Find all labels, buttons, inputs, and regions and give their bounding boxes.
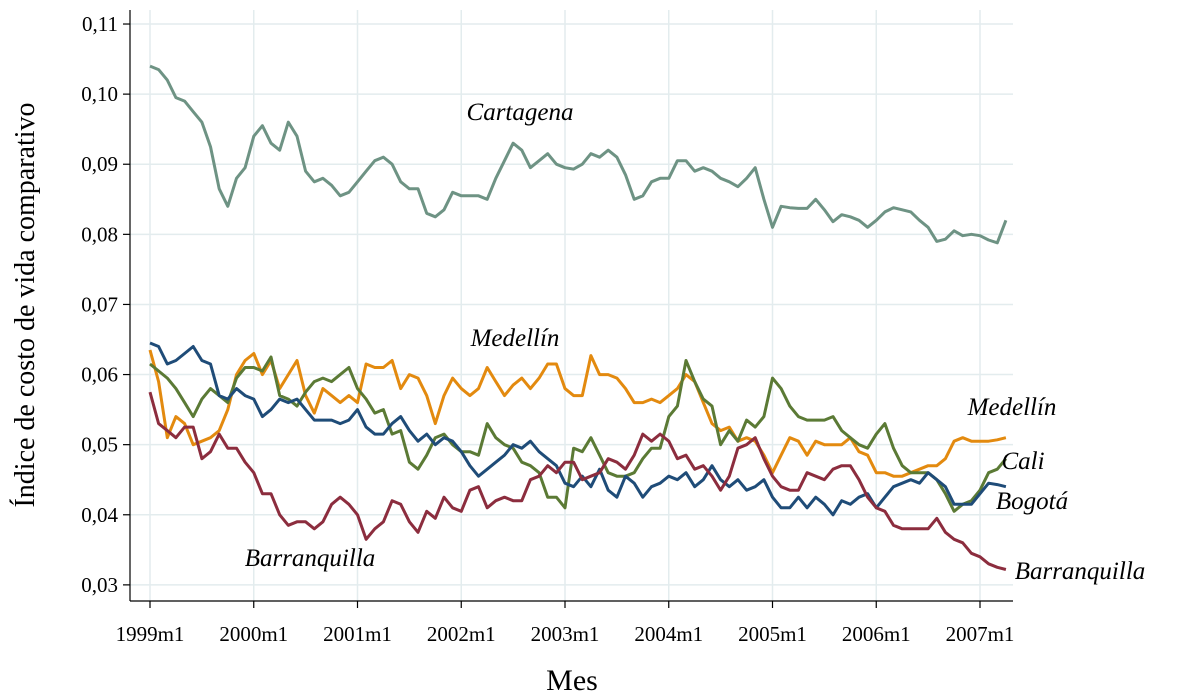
y-tick-label: 0,06 bbox=[81, 363, 118, 387]
series-line bbox=[148, 391, 1007, 571]
annotation: Medellín bbox=[470, 325, 560, 352]
series-line bbox=[148, 349, 1007, 478]
annotation: Medellín bbox=[967, 394, 1057, 421]
y-tick-label: 0,11 bbox=[82, 12, 118, 36]
y-tick-label: 0,04 bbox=[81, 503, 118, 527]
series-line bbox=[149, 64, 1008, 245]
x-tick-label: 2001m1 bbox=[323, 622, 392, 646]
annotation: Cali bbox=[1001, 448, 1044, 475]
y-axis-title: Índice de costo de vida comparativo bbox=[10, 102, 41, 507]
annotation: Bogotá bbox=[996, 488, 1068, 515]
y-tick-label: 0,03 bbox=[81, 573, 118, 597]
x-tick-label: 2000m1 bbox=[219, 622, 288, 646]
series-line bbox=[149, 355, 1008, 513]
x-tick-label: 2005m1 bbox=[738, 622, 807, 646]
series-line bbox=[149, 341, 1007, 517]
y-tick-label: 0,09 bbox=[81, 152, 118, 176]
y-tick-label: 0,07 bbox=[81, 292, 118, 316]
annotation: Barranquilla bbox=[245, 545, 376, 572]
x-tick-label: 2003m1 bbox=[531, 622, 600, 646]
y-tick-label: 0,08 bbox=[81, 222, 118, 246]
x-tick-label: 2004m1 bbox=[634, 622, 703, 646]
x-tick-label: 2006m1 bbox=[842, 622, 911, 646]
annotation: Barranquilla bbox=[1015, 558, 1146, 585]
annotation: Cartagena bbox=[467, 99, 574, 126]
x-tick-label: 1999m1 bbox=[116, 622, 185, 646]
y-tick-label: 0,05 bbox=[81, 433, 118, 457]
x-tick-label: 2002m1 bbox=[427, 622, 496, 646]
y-tick-label: 0,10 bbox=[81, 82, 118, 106]
x-axis-title: Mes bbox=[546, 664, 598, 697]
x-tick-label: 2007m1 bbox=[946, 622, 1015, 646]
